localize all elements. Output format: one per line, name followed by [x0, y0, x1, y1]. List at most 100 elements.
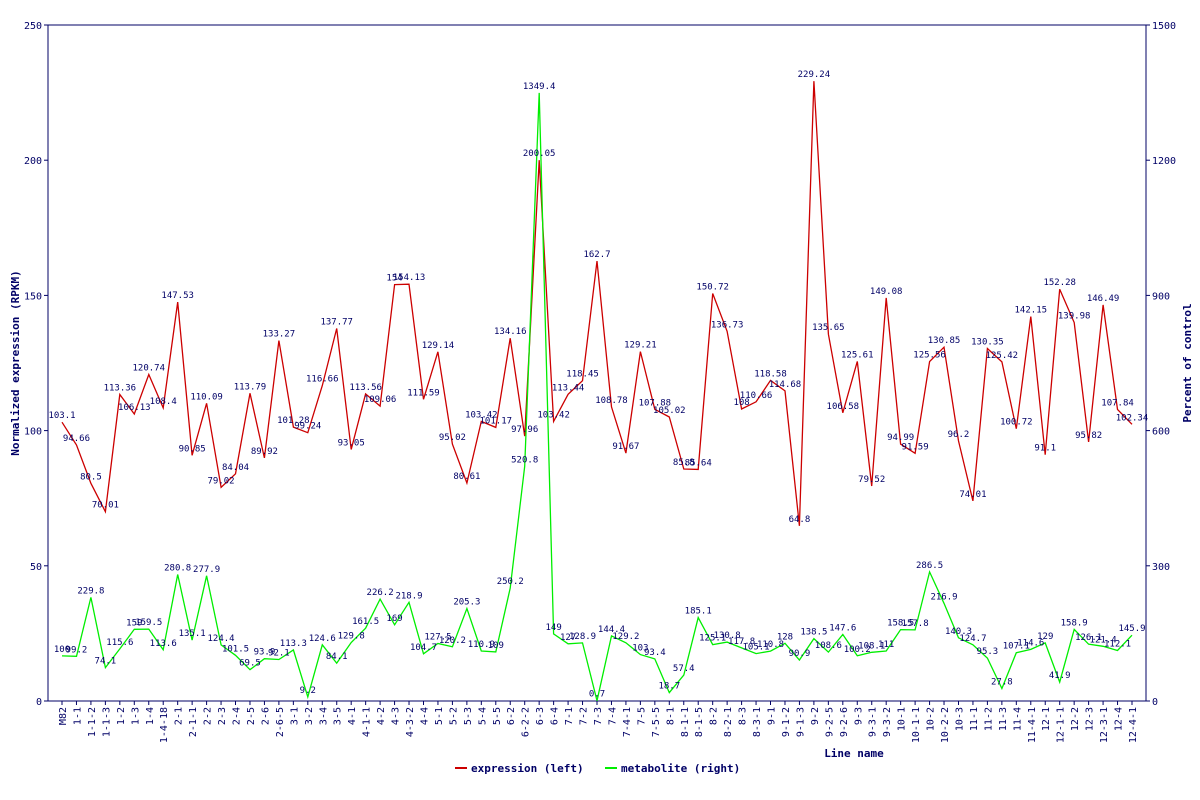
- y-left-tick-label: 200: [24, 156, 42, 167]
- metabolite-data-label: 9.2: [300, 686, 316, 696]
- expression-data-label: 101.28: [277, 416, 310, 426]
- legend-label-metabolite: metabolite (right): [621, 762, 740, 775]
- expression-data-label: 120.74: [132, 364, 165, 374]
- expression-data-label: 79.02: [208, 476, 235, 486]
- expression-data-label: 107.84: [1101, 398, 1134, 408]
- metabolite-data-label: 95.3: [977, 647, 999, 657]
- metabolite-data-label: 27.8: [991, 677, 1013, 687]
- expression-data-label: 129.14: [422, 341, 455, 351]
- metabolite-data-label: 121.4: [1090, 635, 1117, 645]
- expression-data-label: 135.65: [812, 323, 845, 333]
- expression-data-label: 79.52: [858, 475, 885, 485]
- x-tick-label: 10-3: [954, 707, 965, 731]
- y-left-tick-label: 100: [24, 427, 42, 438]
- expression-data-label: 91.1: [1034, 444, 1056, 454]
- x-tick-label: 2-4: [232, 707, 243, 725]
- y-right-tick-label: 1200: [1152, 156, 1176, 167]
- x-tick-label: 7-4-1: [622, 707, 633, 737]
- x-tick-label: 9-2: [810, 707, 821, 725]
- metabolite-data-label: 124.6: [309, 634, 336, 644]
- x-tick-label: 9-1-3: [795, 707, 806, 737]
- x-tick-label: 6-2: [506, 707, 517, 725]
- x-tick-label: 1-1-3: [101, 707, 112, 737]
- y-right-tick-label: 1500: [1152, 21, 1176, 32]
- x-tick-label: 11-4-1: [1027, 707, 1038, 743]
- expression-data-label: 94.99: [887, 433, 914, 443]
- metabolite-data-label: 103: [632, 644, 648, 654]
- metabolite-data-label: 117.8: [728, 637, 755, 647]
- metabolite-data-label: 110.9: [468, 640, 495, 650]
- expression-data-label: 125.56: [913, 350, 946, 360]
- x-tick-label: 7-1: [564, 707, 575, 725]
- x-tick-label: 4-4: [419, 707, 430, 725]
- expression-data-label: 70.01: [92, 501, 119, 511]
- metabolite-data-label: 218.9: [395, 591, 422, 601]
- metabolite-data-label: 149: [545, 623, 561, 633]
- data-labels-group: 103.1 94.66 80.5 70.01 113.36 106.13 120.74 108…: [48, 70, 1148, 700]
- metabolite-data-label: 286.5: [916, 561, 943, 571]
- metabolite-data-label: 157.8: [902, 619, 929, 629]
- x-tick-label: 10-2-2: [940, 707, 951, 743]
- metabolite-data-label: 520.8: [511, 455, 538, 465]
- x-tick-label: 12-1-1: [1056, 707, 1067, 743]
- x-tick-label: 1-2: [116, 707, 127, 725]
- expression-data-label: 110.09: [190, 392, 223, 402]
- expression-data-label: 103.1: [48, 411, 75, 421]
- metabolite-data-label: 135.1: [179, 629, 206, 639]
- metabolite-data-label: 100: [54, 645, 70, 655]
- x-tick-label: 7-3: [593, 707, 604, 725]
- x-tick-label: 1-4: [145, 707, 156, 725]
- metabolite-data-label: 130.8: [714, 631, 741, 641]
- metabolite-data-label: 127.5: [424, 633, 451, 643]
- x-tick-label: 3-1: [289, 707, 300, 725]
- legend-label-expression: expression (left): [471, 762, 584, 775]
- x-tick-label: 2-3: [217, 707, 228, 725]
- expression-data-label: 150.72: [696, 282, 729, 292]
- x-tick-label: 4-3: [391, 707, 402, 725]
- x-tick-label: M82: [58, 707, 69, 725]
- y-axis-left-title: Normalized expression (RPKM): [9, 270, 22, 455]
- metabolite-data-label: 205.3: [453, 597, 480, 607]
- x-tick-label: 7-4: [607, 707, 618, 725]
- metabolite-data-label: 159: [126, 618, 142, 628]
- metabolite-data-label: 226.2: [367, 588, 394, 598]
- expression-data-label: 89.92: [251, 447, 278, 457]
- x-tick-label: 8-2: [709, 707, 720, 725]
- x-tick-label: 2-5: [246, 707, 257, 725]
- y-left-tick-label: 250: [24, 21, 42, 32]
- expression-data-label: 94.66: [63, 434, 90, 444]
- metabolite-data-label: 1349.4: [523, 82, 556, 92]
- expression-data-label: 100.72: [1000, 418, 1033, 428]
- metabolite-data-label: 161.5: [352, 617, 379, 627]
- metabolite-data-label: 120.2: [439, 636, 466, 646]
- x-tick-label: 12-3: [1085, 707, 1096, 731]
- expression-data-label: 142.15: [1015, 306, 1048, 316]
- expression-data-label: 149.08: [870, 287, 903, 297]
- metabolite-data-label: 145.9: [1118, 624, 1145, 634]
- expression-data-label: 130.85: [928, 336, 961, 346]
- x-tick-label: 8-1-5: [694, 707, 705, 737]
- metabolite-data-label: 127: [560, 633, 576, 643]
- metabolite-data-label: 90.9: [789, 649, 811, 659]
- expression-data-label: 146.49: [1087, 294, 1120, 304]
- series-lines-group: [61, 81, 1133, 701]
- metabolite-data-label: 74.1: [95, 657, 117, 667]
- y-right-tick-label: 0: [1152, 697, 1158, 708]
- expression-data-label: 101.17: [480, 416, 513, 426]
- x-tick-label: 2-2: [203, 707, 214, 725]
- expression-data-label: 103.42: [537, 410, 570, 420]
- expression-data-label: 64.8: [789, 515, 811, 525]
- y-left-tick-label: 0: [36, 697, 42, 708]
- x-tick-label: 4-1: [347, 707, 358, 725]
- plot-frame: [47, 24, 1147, 702]
- x-tick-label: 8-2-1: [723, 707, 734, 737]
- metabolite-data-label: 124.4: [208, 634, 235, 644]
- x-tick-label: 11-1: [969, 707, 980, 731]
- expression-data-label: 113.36: [104, 383, 137, 393]
- metabolite-data-label: 104.7: [410, 643, 437, 653]
- metabolite-data-label: 169: [386, 614, 402, 624]
- x-tick-label: 8-1: [665, 707, 676, 725]
- metabolite-data-label: 108.6: [815, 641, 842, 651]
- metabolite-data-label: 109: [488, 641, 504, 651]
- x-tick-label: 1-4-18: [159, 707, 170, 743]
